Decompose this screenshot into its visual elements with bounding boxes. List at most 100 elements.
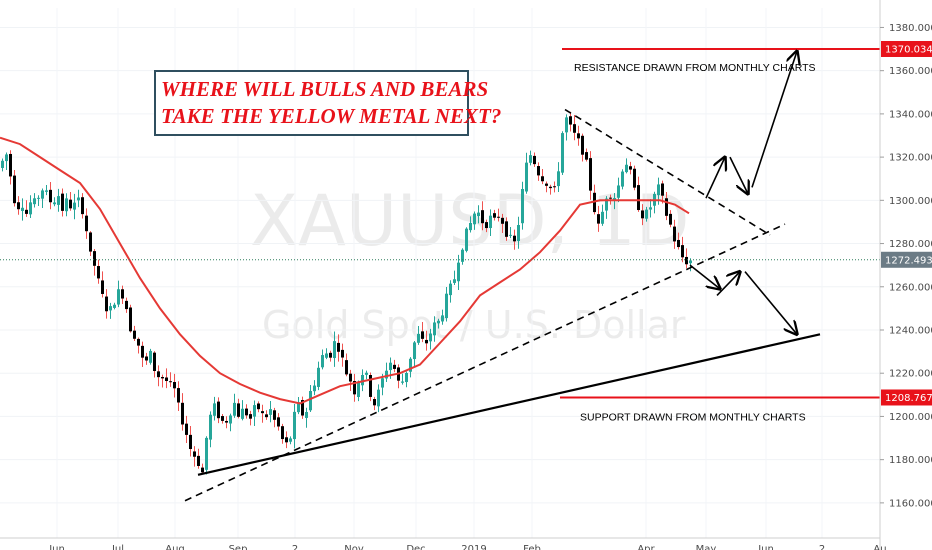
projection-arrow	[705, 157, 725, 199]
candle-body	[97, 266, 100, 279]
candle-body	[125, 300, 128, 310]
candle-body	[405, 372, 408, 383]
y-tick-label: 1360.000	[889, 66, 932, 77]
candle-body	[413, 342, 416, 360]
candle-body	[109, 306, 112, 311]
candle-body	[273, 410, 276, 420]
candle-body	[617, 185, 620, 198]
x-tick-label: 2	[819, 544, 825, 550]
current-price-label: 1272.493	[885, 255, 932, 266]
candle-body	[585, 152, 588, 160]
candle-body	[449, 283, 452, 296]
candle-body	[425, 339, 428, 344]
candle-body	[157, 371, 160, 378]
y-tick-label: 1320.000	[889, 153, 932, 164]
candle-body	[421, 331, 424, 339]
candle-body	[293, 411, 296, 440]
candle-body	[445, 293, 448, 319]
candle-body	[69, 199, 72, 209]
x-tick-label: Jun	[757, 544, 774, 550]
x-tick-label: 2	[292, 544, 298, 550]
candle-body	[337, 342, 340, 352]
candle-body	[377, 389, 380, 407]
x-tick-label: Sep	[229, 544, 248, 550]
price-axis[interactable]: 1160.000 1180.000 1200.000 1220.000 1240.000…	[879, 0, 932, 550]
x-tick-label: Jun	[48, 544, 65, 550]
candle-body	[169, 381, 172, 383]
candle-body	[281, 426, 284, 440]
candle-body	[245, 408, 248, 416]
candle-body	[557, 171, 560, 187]
candle-body	[685, 256, 688, 265]
candle-body	[485, 222, 488, 229]
candle-body	[165, 377, 168, 382]
candle-body	[609, 197, 612, 199]
candle-body	[433, 322, 436, 336]
candle-body	[117, 289, 120, 305]
candle-body	[597, 214, 600, 224]
title-box	[154, 70, 469, 136]
candle-body	[441, 315, 444, 322]
candle-body	[517, 225, 520, 242]
candle-body	[113, 304, 116, 308]
candle-body	[305, 411, 308, 418]
projection-arrow	[744, 271, 797, 335]
candle-body	[73, 202, 76, 210]
candle-body	[85, 215, 88, 232]
candle-body	[333, 341, 336, 359]
candle-body	[13, 175, 16, 204]
candle-body	[193, 451, 196, 457]
candle-body	[385, 370, 388, 379]
candle-body	[177, 388, 180, 403]
candle-body	[141, 345, 144, 358]
candle-body	[525, 162, 528, 192]
candle-body	[277, 417, 280, 427]
candle-body	[201, 467, 204, 473]
candle-body	[529, 155, 532, 163]
candle-body	[101, 280, 104, 294]
moving-average-line	[0, 136, 690, 405]
candle-body	[317, 367, 320, 387]
candle-body	[493, 213, 496, 218]
candle-body	[77, 197, 80, 201]
projection-arrow	[729, 156, 748, 194]
candle-body	[409, 358, 412, 372]
candle-body	[17, 202, 20, 210]
projection-arrow	[689, 264, 720, 289]
x-tick-label: Au	[873, 544, 886, 550]
candle-body	[509, 234, 512, 236]
projection-arrow	[751, 51, 797, 188]
x-tick-label: Aug	[165, 544, 185, 550]
candle-body	[417, 333, 420, 343]
candle-body	[41, 190, 44, 199]
time-axis[interactable]: Jun Jul Aug Sep 2 Nov Dec 2019 Feb Apr May Jun 2 Au	[0, 537, 887, 550]
candle-body	[93, 251, 96, 266]
candle-body	[505, 221, 508, 237]
candle-body	[25, 209, 28, 214]
support-badge	[881, 389, 932, 406]
candle-body	[33, 198, 36, 205]
candle-body	[65, 198, 68, 212]
candle-body	[473, 213, 476, 225]
candle-body	[21, 207, 24, 211]
candle-body	[521, 189, 524, 224]
candle-body	[149, 350, 152, 363]
candle-body	[321, 355, 324, 368]
candle-body	[45, 190, 48, 192]
resistance-caption: RESISTANCE DRAWN FROM MONTHLY CHARTS	[574, 62, 816, 74]
candle-body	[541, 176, 544, 182]
candle-body	[241, 408, 244, 419]
candle-body	[553, 186, 556, 188]
y-tick-label: 1160.000	[889, 498, 932, 509]
moving-average-group	[0, 136, 690, 405]
candle-body	[401, 381, 404, 383]
candle-body	[257, 403, 260, 410]
candle-body	[457, 262, 460, 282]
candle-body	[621, 171, 624, 187]
candle-body	[213, 403, 216, 416]
candle-body	[613, 198, 616, 200]
trendlines-group	[184, 108, 821, 502]
candle-body	[197, 455, 200, 466]
